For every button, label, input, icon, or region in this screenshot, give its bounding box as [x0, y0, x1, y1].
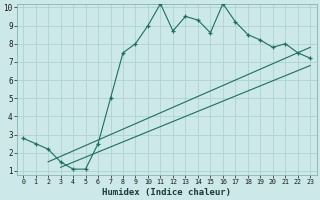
X-axis label: Humidex (Indice chaleur): Humidex (Indice chaleur) [102, 188, 231, 197]
